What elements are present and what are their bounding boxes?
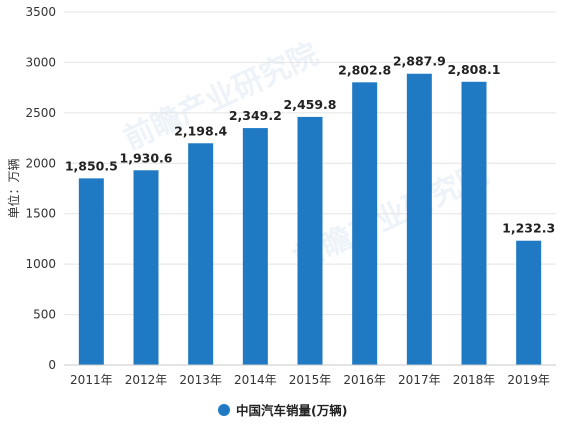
data-label: 2,198.4	[174, 123, 227, 138]
bar	[78, 178, 104, 365]
x-tick-label: 2018年	[453, 373, 496, 387]
bar	[188, 143, 214, 365]
y-tick-label: 500	[33, 308, 56, 322]
legend-label: 中国汽车销量(万辆)	[236, 403, 348, 418]
bar	[133, 170, 159, 365]
legend-dot-icon	[218, 403, 230, 416]
x-tick-label: 2014年	[234, 373, 277, 387]
y-tick-label: 0	[48, 358, 56, 372]
x-tick-label: 2019年	[507, 373, 550, 387]
data-label: 1,930.6	[120, 150, 173, 165]
bar	[461, 81, 487, 366]
bar	[297, 116, 323, 366]
y-tick-label: 1000	[25, 257, 56, 271]
data-label: 2,802.8	[338, 62, 391, 77]
bar	[406, 73, 432, 366]
bar	[242, 128, 268, 365]
x-tick-label: 2011年	[70, 373, 113, 387]
x-tick-label: 2015年	[289, 373, 332, 387]
bar	[516, 240, 542, 365]
y-tick-label: 3000	[25, 55, 56, 69]
data-label: 1,850.5	[65, 158, 118, 173]
y-tick-label: 3500	[25, 5, 56, 19]
data-label: 2,459.8	[284, 97, 337, 112]
bars	[78, 73, 542, 366]
legend: 中国汽车销量(万辆)	[218, 400, 347, 419]
x-tick-label: 2012年	[125, 373, 168, 387]
data-label: 2,808.1	[448, 62, 501, 77]
data-label: 2,349.2	[229, 108, 282, 123]
data-label: 1,232.3	[502, 221, 555, 236]
x-tick-label: 2013年	[179, 373, 222, 387]
y-axis-ticks: 0 500 1000 1500 2000 2500 3000 3500	[25, 5, 56, 372]
y-tick-label: 2500	[25, 106, 56, 120]
data-label: 2,887.9	[393, 54, 446, 69]
bar	[352, 82, 378, 365]
y-tick-label: 2000	[25, 156, 56, 170]
x-tick-label: 2017年	[398, 373, 441, 387]
x-tick-label: 2016年	[343, 373, 386, 387]
data-labels: 1,850.51,930.62,198.42,349.22,459.8 2,802…	[65, 54, 555, 236]
x-axis-ticks: 2011年 2012年 2013年 2014年 2015年 2016年 2017年 2018年…	[70, 373, 550, 387]
y-tick-label: 1500	[25, 207, 56, 221]
y-axis-label: 单位：万辆	[6, 158, 21, 218]
